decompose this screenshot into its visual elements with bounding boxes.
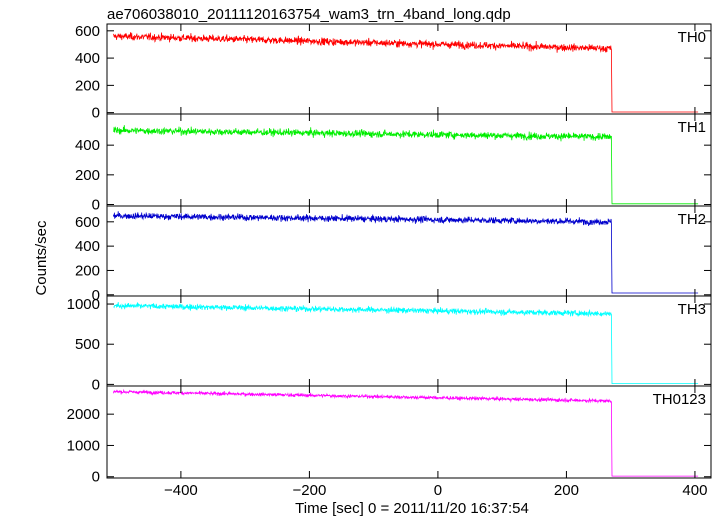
x-tick-label: 400 [682, 482, 707, 499]
y-tick-label: 200 [75, 262, 100, 279]
series-label-th0: TH0 [678, 29, 706, 46]
x-axis-label: Time [sec] 0 = 2011/11/20 16:37:54 [295, 500, 529, 516]
chart-panels: 0 200 400 600 TH0 0 200 400 TH1 0 200 400 600 TH2 0 500… [67, 23, 712, 499]
y-tick-label: 600 [75, 214, 100, 231]
y-tick-label: 500 [75, 336, 100, 353]
y-tick-label: 2000 [67, 406, 100, 423]
x-tick-label: 200 [554, 482, 579, 499]
series-line-th3 [113, 302, 699, 385]
y-tick-label: 400 [75, 50, 100, 67]
y-tick-label: 0 [92, 469, 100, 486]
series-label-th2: TH2 [678, 211, 706, 228]
panel-frame-th1 [106, 113, 712, 207]
y-tick-label: 0 [92, 105, 100, 122]
chart-title: ae706038010_20111120163754_wam3_trn_4ban… [107, 6, 511, 23]
y-tick-label: 400 [75, 238, 100, 255]
y-axis-label: Counts/sec [33, 220, 50, 296]
y-tick-label: 400 [75, 137, 100, 154]
series-line-th2 [113, 211, 699, 294]
series-line-th1 [113, 125, 699, 205]
y-tick-label: 600 [75, 23, 100, 40]
y-tick-label: 0 [92, 287, 100, 304]
x-tick-label: −400 [164, 482, 198, 499]
series-line-th0123 [113, 388, 699, 477]
panel-frame-th0123 [106, 385, 712, 479]
y-tick-label: 200 [75, 167, 100, 184]
y-tick-label: 1000 [67, 437, 100, 454]
series-label-th3: TH3 [678, 301, 706, 318]
x-tick-label: 0 [434, 482, 442, 499]
y-tick-label: 0 [92, 376, 100, 393]
y-tick-label: 0 [92, 197, 100, 214]
series-line-th0 [113, 32, 699, 113]
series-label-th1: TH1 [678, 119, 706, 136]
y-tick-label: 200 [75, 77, 100, 94]
y-tick-label: 1000 [67, 296, 100, 313]
series-label-th0123: TH0123 [653, 391, 706, 408]
x-tick-label: −200 [293, 482, 327, 499]
